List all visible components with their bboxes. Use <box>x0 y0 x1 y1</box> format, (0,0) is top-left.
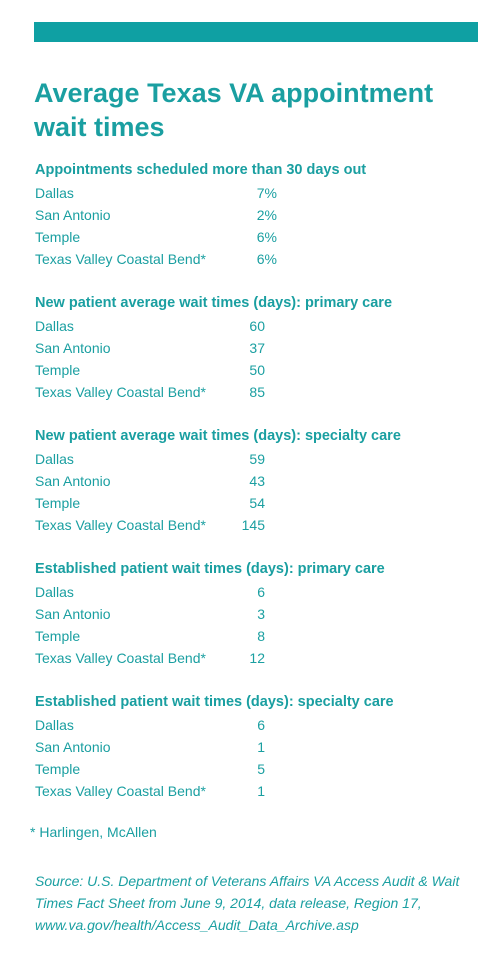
section-title: New patient average wait times (days): p… <box>35 295 393 311</box>
table-row: Dallas 59 <box>35 448 335 470</box>
table-row: Dallas 6 <box>35 581 335 603</box>
row-label: Dallas <box>35 451 74 467</box>
row-label: Texas Valley Coastal Bend* <box>35 251 206 267</box>
table-row: Dallas 6 <box>35 714 335 736</box>
row-label: Temple <box>35 628 81 644</box>
table-row: San Antonio 37 <box>35 337 335 359</box>
row-label: Texas Valley Coastal Bend* <box>35 783 206 799</box>
row-label: San Antonio <box>35 606 111 622</box>
row-label: San Antonio <box>35 739 111 755</box>
row-label: Temple <box>35 495 81 511</box>
row-label: Dallas <box>35 584 74 600</box>
row-value: 50 <box>249 362 265 378</box>
row-label: Dallas <box>35 318 74 334</box>
row-value: 6 <box>257 717 265 733</box>
table-row: Texas Valley Coastal Bend* 1 <box>35 780 335 802</box>
row-label: San Antonio <box>35 207 111 223</box>
row-label: Texas Valley Coastal Bend* <box>35 650 206 666</box>
row-value: 1 <box>257 783 265 799</box>
row-value: 1 <box>257 739 265 755</box>
row-label: Temple <box>35 229 81 245</box>
row-value: 6% <box>256 251 277 267</box>
table-row: San Antonio 3 <box>35 603 335 625</box>
section-title: Established patient wait times (days): p… <box>35 561 385 577</box>
row-label: Texas Valley Coastal Bend* <box>35 517 206 533</box>
row-value: 59 <box>249 451 265 467</box>
row-value: 54 <box>249 495 265 511</box>
section-title: New patient average wait times (days): s… <box>35 428 401 444</box>
table-row: San Antonio 1 <box>35 736 335 758</box>
table-row: Temple 54 <box>35 492 335 514</box>
row-value: 145 <box>241 517 265 533</box>
table-row: Temple 50 <box>35 359 335 381</box>
row-value: 3 <box>257 606 265 622</box>
table-row: Texas Valley Coastal Bend* 85 <box>35 381 335 403</box>
table-row: Texas Valley Coastal Bend* 6% <box>35 248 335 270</box>
section-title: Established patient wait times (days): s… <box>35 694 394 710</box>
table-row: Temple 8 <box>35 625 335 647</box>
row-value: 43 <box>249 473 265 489</box>
row-value: 12 <box>249 650 265 666</box>
table-row: Texas Valley Coastal Bend* 145 <box>35 514 335 536</box>
row-value: 6 <box>257 584 265 600</box>
table-row: San Antonio 2% <box>35 204 335 226</box>
row-value: 7% <box>256 185 277 201</box>
row-value: 2% <box>256 207 277 223</box>
row-value: 85 <box>249 384 265 400</box>
table-row: Dallas 60 <box>35 315 335 337</box>
row-label: Temple <box>35 761 81 777</box>
footnote: * Harlingen, McAllen <box>30 824 157 840</box>
row-value: 60 <box>249 318 265 334</box>
row-value: 8 <box>257 628 265 644</box>
section-title: Appointments scheduled more than 30 days… <box>35 162 367 178</box>
row-label: San Antonio <box>35 340 111 356</box>
table-row: Temple 6% <box>35 226 335 248</box>
row-label: Texas Valley Coastal Bend* <box>35 384 206 400</box>
page-title: Average Texas VA appointment wait times <box>34 78 434 142</box>
table-row: Texas Valley Coastal Bend* 12 <box>35 647 335 669</box>
row-label: Temple <box>35 362 81 378</box>
table-row: Dallas 7% <box>35 182 335 204</box>
row-label: Dallas <box>35 185 74 201</box>
row-value: 5 <box>257 761 265 777</box>
row-label: San Antonio <box>35 473 111 489</box>
header-accent-bar <box>34 22 478 42</box>
row-label: Dallas <box>35 717 74 733</box>
source-citation: Source: U.S. Department of Veterans Affa… <box>35 873 460 933</box>
table-row: Temple 5 <box>35 758 335 780</box>
table-row: San Antonio 43 <box>35 470 335 492</box>
row-value: 37 <box>249 340 265 356</box>
row-value: 6% <box>256 229 277 245</box>
